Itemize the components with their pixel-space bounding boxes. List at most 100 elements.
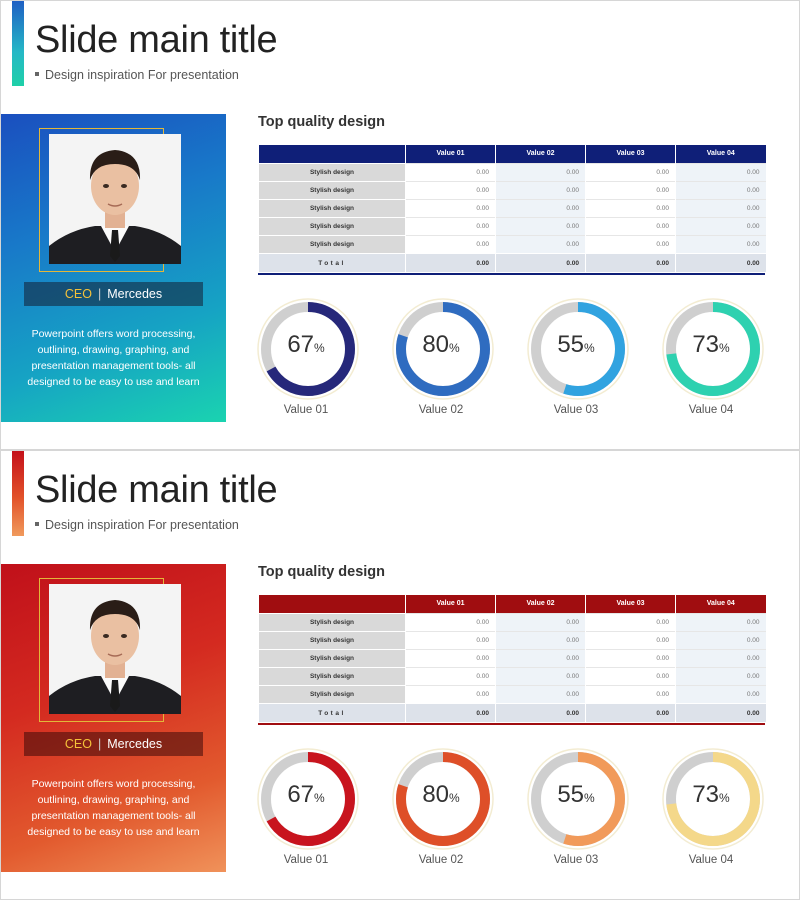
title-accent-bar xyxy=(12,451,24,536)
table-cell: 0.00 xyxy=(675,217,766,236)
donut-value-arc xyxy=(261,752,355,846)
table-cell: 0.00 xyxy=(585,685,676,704)
table-cell: 0.00 xyxy=(675,685,766,704)
donut-value-arc xyxy=(396,752,490,846)
table-cell: 0.00 xyxy=(495,217,586,236)
donut-number: 73 xyxy=(692,781,720,808)
role-separator: | xyxy=(97,287,102,301)
table-cell: 0.00 xyxy=(675,630,766,650)
total-cell: 0.00 xyxy=(495,253,586,272)
subtitle-text: Design inspiration For presentation xyxy=(45,68,239,82)
table-row: Stylish design 0.00 0.00 0.00 0.00 xyxy=(258,180,766,200)
donut-number: 55 xyxy=(557,781,585,808)
table-cell: 0.00 xyxy=(495,630,586,650)
donut-unit: % xyxy=(584,341,595,355)
table-cell: 0.00 xyxy=(585,235,676,254)
profile-description: Powerpoint offers word processing, outli… xyxy=(27,778,200,838)
table-cell: 0.00 xyxy=(405,162,496,182)
donut-ring xyxy=(527,298,629,400)
table-cell: 0.00 xyxy=(405,198,496,218)
table-row: Stylish design 0.00 0.00 0.00 0.00 xyxy=(258,612,766,632)
table-cell: 0.00 xyxy=(585,630,676,650)
donut-ring xyxy=(257,748,359,850)
donut-ring xyxy=(392,298,494,400)
slide-subtitle: Design inspiration For presentation xyxy=(35,68,239,82)
table-cell: 0.00 xyxy=(675,667,766,686)
donut-outer-ring xyxy=(257,298,359,400)
table-cell: 0.00 xyxy=(585,648,676,668)
table-cell: 0.00 xyxy=(405,217,496,236)
donut-number: 55 xyxy=(557,331,585,358)
table-cell: 0.00 xyxy=(495,667,586,686)
table-row: Stylish design 0.00 0.00 0.00 0.00 xyxy=(258,217,766,236)
total-label: Total xyxy=(258,703,406,722)
donut-label: Value 01 xyxy=(283,404,329,416)
table-cell: 0.00 xyxy=(585,217,676,236)
donut-chart: 80% Value 02 xyxy=(391,747,499,877)
total-cell: 0.00 xyxy=(495,703,586,722)
donut-value-arc xyxy=(666,302,760,396)
table-header: Value 02 xyxy=(495,145,586,163)
donut-unit: % xyxy=(449,341,460,355)
donut-chart: 73% Value 04 xyxy=(661,297,769,427)
table-row: Stylish design 0.00 0.00 0.00 0.00 xyxy=(258,235,766,254)
table-header-blank xyxy=(258,145,406,163)
table-cell: 0.00 xyxy=(675,235,766,254)
slide-blue: Slide main title Design inspiration For … xyxy=(0,0,800,450)
donut-value: 73% xyxy=(661,781,761,809)
table-cell: 0.00 xyxy=(675,162,766,182)
donut-chart: 67% Value 01 xyxy=(256,747,364,877)
table-row: Stylish design 0.00 0.00 0.00 0.00 xyxy=(258,685,766,704)
table-header: Value 02 xyxy=(495,595,586,613)
table-row: Stylish design 0.00 0.00 0.00 0.00 xyxy=(258,630,766,650)
role-bar: CEO | Mercedes xyxy=(24,282,203,306)
table-header: Value 01 xyxy=(405,145,496,163)
table-header-row: Value 01 Value 02 Value 03 Value 04 xyxy=(258,595,766,613)
donut-chart: 55% Value 03 xyxy=(526,297,634,427)
table-cell: 0.00 xyxy=(495,648,586,668)
role-bar: CEO | Mercedes xyxy=(24,732,203,756)
row-label: Stylish design xyxy=(258,162,406,182)
table-cell: 0.00 xyxy=(405,235,496,254)
title-accent-bar xyxy=(12,1,24,86)
donut-unit: % xyxy=(719,791,730,805)
table-cell: 0.00 xyxy=(405,612,496,632)
profile-photo xyxy=(49,134,181,264)
table-cell: 0.00 xyxy=(405,667,496,686)
table-header: Value 04 xyxy=(675,145,766,163)
total-cell: 0.00 xyxy=(585,703,676,722)
data-table: Value 01 Value 02 Value 03 Value 04 Styl… xyxy=(258,595,766,722)
donut-outer-ring xyxy=(257,748,359,850)
donut-chart: 80% Value 02 xyxy=(391,297,499,427)
table-cell: 0.00 xyxy=(405,685,496,704)
donut-value-arc xyxy=(261,302,355,396)
donut-chart: 67% Value 01 xyxy=(256,297,364,427)
table-cell: 0.00 xyxy=(495,198,586,218)
table-row: Stylish design 0.00 0.00 0.00 0.00 xyxy=(258,198,766,218)
donut-unit: % xyxy=(449,791,460,805)
donut-ring xyxy=(662,298,764,400)
donut-chart: 55% Value 03 xyxy=(526,747,634,877)
donut-value: 67% xyxy=(256,331,356,359)
slide-subtitle: Design inspiration For presentation xyxy=(35,518,239,532)
donut-value: 67% xyxy=(256,781,356,809)
donut-label: Value 03 xyxy=(553,854,599,866)
total-cell: 0.00 xyxy=(675,703,766,722)
table-header: Value 03 xyxy=(585,145,676,163)
table-cell: 0.00 xyxy=(405,630,496,650)
donut-outer-ring xyxy=(527,298,629,400)
donut-outer-ring xyxy=(527,748,629,850)
row-label: Stylish design xyxy=(258,235,406,254)
slide-title: Slide main title xyxy=(35,19,278,61)
donut-label: Value 01 xyxy=(283,854,329,866)
total-cell: 0.00 xyxy=(585,253,676,272)
donut-outer-ring xyxy=(662,748,764,850)
row-label: Stylish design xyxy=(258,180,406,200)
table-cell: 0.00 xyxy=(585,180,676,200)
row-label: Stylish design xyxy=(258,667,406,686)
table-cell: 0.00 xyxy=(495,685,586,704)
donut-ring xyxy=(392,748,494,850)
profile-panel: CEO | Mercedes Powerpoint offers word proc… xyxy=(1,114,226,422)
row-label: Stylish design xyxy=(258,685,406,704)
table-total-row: Total 0.00 0.00 0.00 0.00 xyxy=(258,253,766,272)
